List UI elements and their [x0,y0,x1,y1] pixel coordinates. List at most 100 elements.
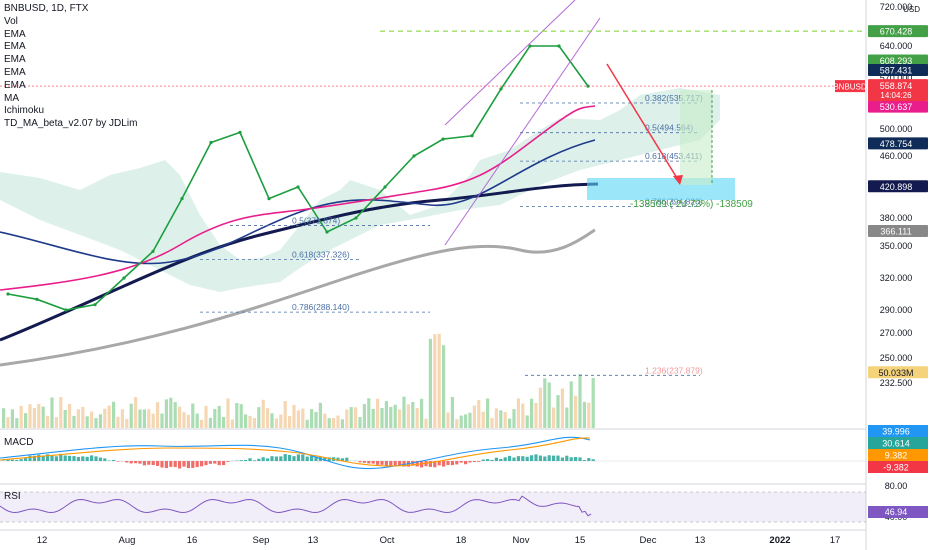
volume-bar [239,404,243,428]
price-badge [868,366,928,379]
volume-bar [19,405,23,428]
volume-bar [499,410,503,428]
volume-bar [472,405,476,428]
volume-bar [208,417,212,428]
indicator-td-ma[interactable]: TD_MA_beta_v2.07 by JDLim [4,118,138,130]
indicator-vol[interactable]: Vol [4,15,18,27]
macd-histogram-bar [296,454,300,461]
macd-histogram-bar [327,457,331,461]
volume-bar [301,408,305,428]
price-badge [868,224,928,237]
volume-bar [261,399,265,428]
fib-label: 0.5(371.874) [292,216,340,226]
macd-badge-label: 9.382 [885,451,908,461]
volume-bar [85,416,89,428]
volume-bar [459,415,463,428]
volume-bar [230,419,234,428]
macd-histogram-bar [217,461,221,466]
price-tick: 380.000 [880,213,913,223]
macd-histogram-bar [125,461,129,463]
macd-histogram-bar [10,459,14,461]
volume-bar [384,401,388,428]
macd-histogram-bar [512,457,516,461]
price-tick: 720.000 [880,2,913,12]
volume-bar [37,403,41,428]
macd-histogram-bar [574,456,578,461]
volume-bar [46,415,50,428]
volume-bar [191,403,195,428]
volume-bar [248,415,252,428]
macd-histogram-bar [186,461,190,469]
macd-histogram-bar [134,461,138,464]
macd-histogram-bar [6,459,10,461]
macd-histogram-bar [279,456,283,461]
volume-bar [107,405,111,428]
macd-histogram-bar [556,455,560,461]
volume-bar [195,413,199,428]
volume-bar [235,403,239,428]
price-point [470,134,474,138]
macd-histogram-bar [565,455,569,461]
price-tick: 232.500 [880,378,913,388]
macd-histogram-bar [468,461,472,463]
indicator-ema-2[interactable]: EMA [4,41,26,53]
macd-histogram-bar [72,456,76,461]
volume-bar [481,411,485,428]
macd-histogram-bar [178,461,182,469]
indicator-ema-5[interactable]: EMA [4,79,26,91]
macd-histogram-bar [345,457,349,461]
volume-bar [103,408,107,428]
volume-bar [204,405,208,428]
volume-bar [424,418,428,428]
price-point [180,197,184,201]
volume-bar [24,413,28,428]
macd-histogram-bar [182,461,186,467]
measure-box[interactable] [680,90,712,185]
indicator-ma[interactable]: MA [4,92,19,104]
volume-bar [222,416,226,428]
indicator-ichimoku[interactable]: Ichimoku [4,105,45,117]
price-point [557,44,561,48]
volume-bar [376,398,380,428]
price-point [354,216,358,220]
price-point [238,130,242,134]
macd-histogram-bar [472,461,476,462]
volume-bar [521,403,525,428]
macd-histogram-bar [37,454,41,461]
volume-bar [578,374,582,428]
indicator-ema-4[interactable]: EMA [4,66,26,78]
symbol-title[interactable]: BNBUSD, 1D, FTX [4,3,89,14]
volume-bar [173,402,177,428]
price-badge-label: 670.428 [880,27,913,37]
macd-histogram-bar [98,457,102,461]
channel-line-upper[interactable] [444,0,576,126]
macd-histogram-bar [521,456,525,461]
volume-bar [178,406,182,428]
macd-histogram-bar [191,461,195,468]
time-label: 2022 [769,535,790,546]
macd-histogram-bar [380,461,384,465]
target-zone[interactable] [587,178,735,200]
volume-bar [274,418,278,428]
macd-badge [868,437,928,449]
macd-title[interactable]: MACD [4,437,34,448]
price-tick: 320.000 [880,273,913,283]
macd-histogram-bar [81,456,85,461]
price-point [383,185,387,189]
indicator-ema-3[interactable]: EMA [4,54,26,66]
volume-bar [428,338,432,428]
volume-bar [296,410,300,428]
price-tick: 570.000 [880,73,913,83]
macd-histogram-bar [552,455,556,461]
channel-line-lower[interactable] [444,17,601,246]
volume-bar [270,413,274,428]
macd-histogram-bar [261,457,265,461]
macd-histogram-bar [310,456,314,461]
rsi-title[interactable]: RSI [4,491,21,502]
projection-arrow[interactable] [606,63,681,184]
indicator-ema-1[interactable]: EMA [4,28,26,40]
macd-histogram-bar [213,461,217,464]
macd-histogram-bar [208,461,212,464]
volume-bar [530,398,534,428]
